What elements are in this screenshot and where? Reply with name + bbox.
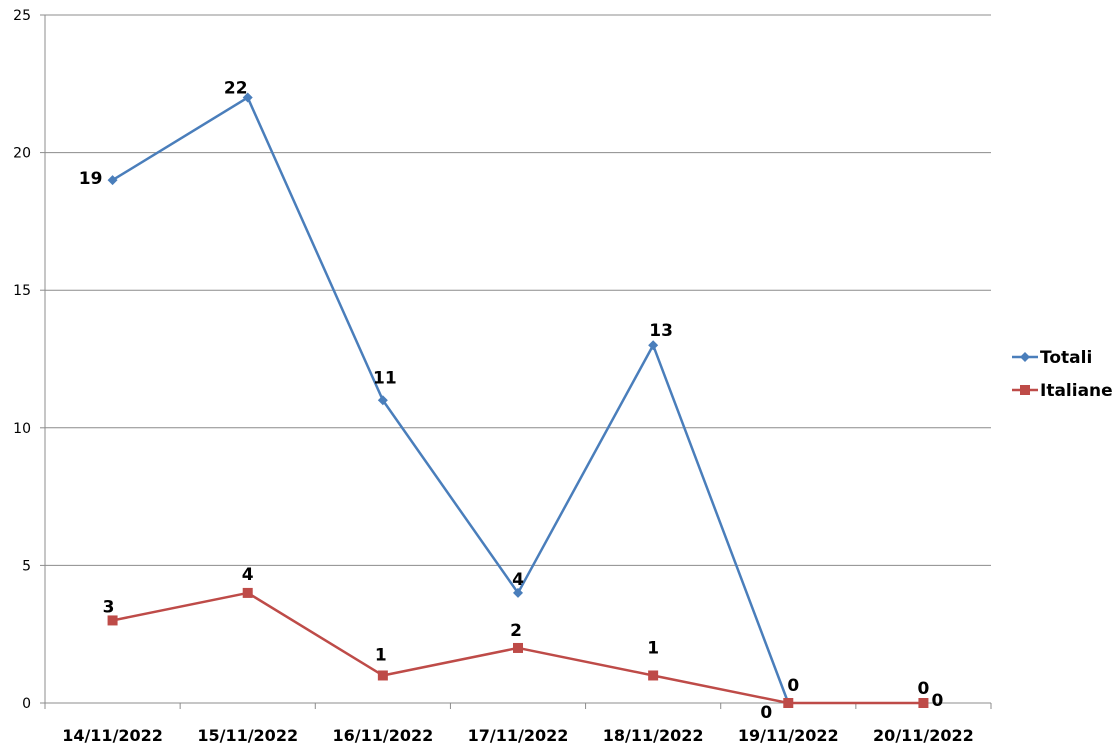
point-italiane (648, 670, 659, 681)
y-tick-label: 25 (13, 8, 31, 24)
legend-item-totali: Totali (1012, 348, 1092, 368)
series-lines (107, 92, 929, 708)
gridlines (45, 14, 991, 566)
point-italiane (918, 698, 929, 708)
point-totali (242, 92, 253, 103)
legend: Totali Italiane (1012, 348, 1113, 401)
data-label-totali: 22 (224, 79, 248, 99)
y-tick-label: 10 (13, 421, 31, 437)
data-label-italiane: 3 (103, 597, 115, 617)
legend-marker (1020, 352, 1030, 362)
data-label-italiane: 1 (647, 638, 659, 658)
point-totali (648, 340, 659, 351)
x-tick-label: 20/11/2022 (873, 726, 974, 745)
y-tick-label: 5 (22, 558, 31, 574)
data-label-italiane: 0 (787, 676, 799, 696)
data-label-totali: 13 (649, 321, 673, 341)
data-label-totali: 0 (760, 703, 772, 723)
data-label-italiane: 4 (242, 565, 254, 585)
series-line-totali (111, 96, 790, 704)
x-tick-label: 15/11/2022 (197, 726, 298, 745)
legend-label: Italiane (1040, 381, 1113, 401)
legend-label: Totali (1040, 348, 1092, 368)
y-tick-label: 0 (22, 696, 31, 712)
point-italiane (242, 587, 253, 598)
x-tick-label: 18/11/2022 (603, 726, 704, 745)
x-tick-label: 16/11/2022 (332, 726, 433, 745)
legend-marker (1020, 385, 1030, 395)
x-axis-tick-labels: 14/11/2022 15/11/2022 16/11/2022 17/11/2022… (62, 726, 974, 745)
x-tick-label: 19/11/2022 (738, 726, 839, 745)
data-label-italiane: 2 (510, 621, 522, 641)
y-axis-tick-labels: 0 5 10 15 20 25 (13, 8, 31, 712)
point-italiane (513, 642, 523, 653)
data-label-italiane: 0 (932, 691, 944, 711)
data-label-totali: 11 (373, 368, 397, 388)
point-totali (107, 175, 118, 186)
y-tick-label: 15 (13, 283, 31, 299)
data-label-totali: 4 (512, 570, 524, 590)
point-italiane (107, 615, 118, 626)
point-totali (377, 395, 388, 406)
legend-item-italiane: Italiane (1012, 381, 1113, 401)
data-label-italiane: 1 (375, 645, 387, 665)
x-tick-label: 14/11/2022 (62, 726, 163, 745)
point-totali (513, 587, 523, 598)
x-tick-label: 17/11/2022 (468, 726, 569, 745)
data-label-totali: 19 (79, 169, 103, 189)
point-italiane (377, 670, 388, 681)
y-tick-label: 20 (13, 146, 31, 162)
point-italiane (783, 698, 794, 708)
data-label-totali: 0 (918, 679, 930, 699)
